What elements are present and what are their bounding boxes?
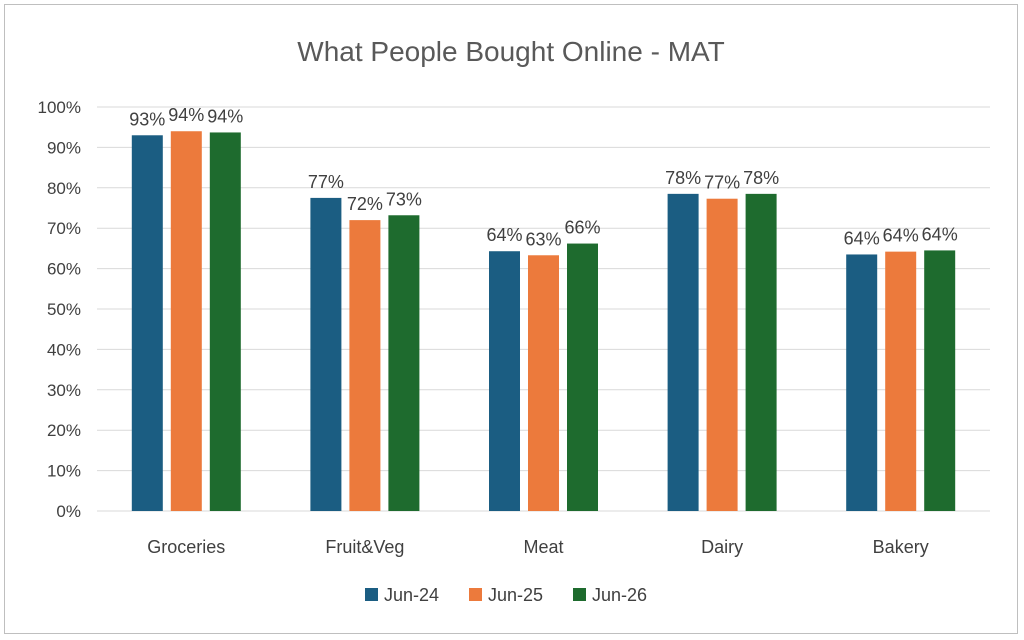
legend-label: Jun-25 — [488, 585, 543, 605]
category-label: Dairy — [701, 537, 743, 557]
data-label: 64% — [486, 225, 522, 245]
bar — [567, 243, 598, 511]
legend: Jun-24 Jun-25 Jun-26 — [365, 585, 647, 605]
chart-title: What People Bought Online - MAT — [297, 36, 724, 67]
y-tick-label: 100% — [38, 98, 81, 117]
y-tick-label: 60% — [47, 260, 81, 279]
category-label: Bakery — [873, 537, 929, 557]
category-label: Meat — [523, 537, 563, 557]
y-tick-label: 10% — [47, 462, 81, 481]
bar — [489, 251, 520, 511]
bar — [846, 254, 878, 511]
category-label: Groceries — [147, 537, 225, 557]
legend-swatch — [365, 588, 378, 601]
bar — [706, 198, 738, 511]
data-label: 93% — [129, 109, 165, 129]
legend-swatch — [573, 588, 586, 601]
y-tick-label: 80% — [47, 179, 81, 198]
y-tick-label: 90% — [47, 138, 81, 157]
category-labels: Groceries Fruit&Veg Meat Dairy Bakery — [147, 537, 928, 557]
bar — [131, 135, 163, 511]
data-label: 64% — [922, 224, 958, 244]
bar — [885, 251, 917, 511]
bar — [209, 132, 241, 511]
bar — [528, 255, 559, 511]
data-label: 78% — [743, 168, 779, 188]
data-label: 77% — [704, 173, 740, 193]
legend-label: Jun-26 — [592, 585, 647, 605]
bar — [745, 193, 777, 512]
data-label: 73% — [386, 189, 422, 209]
y-tick-label: 40% — [47, 340, 81, 359]
bar — [924, 250, 956, 512]
y-axis-ticks: 0% 10% 20% 30% 40% 50% 60% 70% 80% 90% 100% — [38, 98, 81, 521]
data-label: 64% — [844, 228, 880, 248]
bar-chart: What People Bought Online - MAT 0% 10% 20%… — [38, 36, 990, 605]
bars — [131, 131, 956, 512]
y-tick-label: 0% — [56, 502, 81, 521]
data-label: 94% — [207, 106, 243, 126]
chart-frame: What People Bought Online - MAT 0% 10% 20%… — [4, 4, 1018, 634]
bar — [310, 197, 342, 511]
data-label: 63% — [525, 229, 561, 249]
bar — [349, 220, 381, 511]
legend-label: Jun-24 — [384, 585, 439, 605]
bar — [388, 215, 420, 511]
bar — [667, 193, 699, 512]
legend-swatch — [469, 588, 482, 601]
data-label: 64% — [883, 226, 919, 246]
y-tick-label: 70% — [47, 219, 81, 238]
category-label: Fruit&Veg — [325, 537, 404, 557]
data-label: 94% — [168, 105, 204, 125]
data-label: 77% — [308, 172, 344, 192]
data-label: 78% — [665, 168, 701, 188]
y-tick-label: 20% — [47, 421, 81, 440]
y-tick-label: 30% — [47, 381, 81, 400]
y-tick-label: 50% — [47, 300, 81, 319]
bar — [170, 131, 202, 511]
data-labels: 93% 94% 94%77%72% 73%64% 63%66%78% 77% 78%64% 6… — [129, 105, 957, 249]
data-label: 66% — [564, 218, 600, 238]
data-label: 72% — [347, 194, 383, 214]
